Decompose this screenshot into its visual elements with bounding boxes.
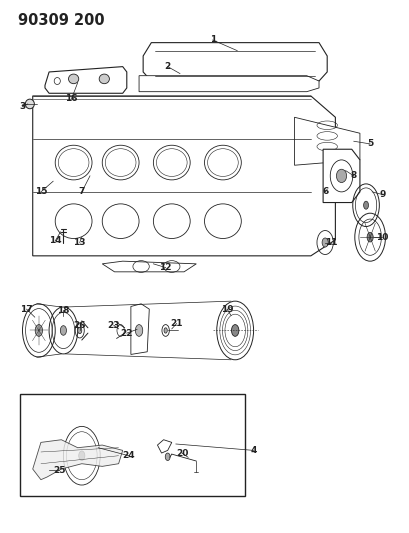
Text: 3: 3 <box>19 102 26 111</box>
Polygon shape <box>102 261 196 272</box>
Ellipse shape <box>165 453 170 461</box>
Polygon shape <box>157 440 172 453</box>
Polygon shape <box>143 43 327 81</box>
Text: 12: 12 <box>160 263 172 272</box>
Text: 17: 17 <box>20 305 33 313</box>
Ellipse shape <box>35 325 43 336</box>
Text: 1: 1 <box>209 36 216 44</box>
Text: 15: 15 <box>35 188 47 196</box>
Text: 9: 9 <box>379 190 386 199</box>
Polygon shape <box>323 149 360 203</box>
Ellipse shape <box>78 327 82 334</box>
Ellipse shape <box>68 74 79 84</box>
Bar <box>20 394 245 496</box>
Text: 23: 23 <box>108 321 120 329</box>
Text: 21: 21 <box>171 319 183 328</box>
Text: 18: 18 <box>57 306 70 314</box>
Ellipse shape <box>25 99 34 109</box>
Ellipse shape <box>135 325 143 336</box>
Polygon shape <box>33 96 335 256</box>
Text: 20: 20 <box>176 449 188 457</box>
Ellipse shape <box>231 325 239 336</box>
Polygon shape <box>33 440 123 480</box>
Polygon shape <box>45 67 127 93</box>
Text: 4: 4 <box>250 446 257 455</box>
Text: 11: 11 <box>325 238 337 247</box>
Text: 8: 8 <box>351 172 357 180</box>
Text: 90309 200: 90309 200 <box>18 13 105 28</box>
Text: 10: 10 <box>376 233 389 241</box>
Text: 6: 6 <box>322 188 328 196</box>
Text: 14: 14 <box>49 237 61 245</box>
Ellipse shape <box>364 201 369 209</box>
Polygon shape <box>131 304 149 354</box>
Ellipse shape <box>164 328 167 333</box>
Ellipse shape <box>79 451 85 461</box>
Text: 25: 25 <box>53 466 65 474</box>
Ellipse shape <box>322 238 328 247</box>
Text: 26: 26 <box>74 321 86 329</box>
Text: 2: 2 <box>164 62 171 71</box>
Polygon shape <box>294 117 360 165</box>
Polygon shape <box>139 76 319 92</box>
Text: 7: 7 <box>79 188 85 196</box>
Ellipse shape <box>99 74 110 84</box>
Ellipse shape <box>336 169 347 182</box>
Ellipse shape <box>367 232 373 242</box>
Text: 5: 5 <box>367 140 373 148</box>
Text: 22: 22 <box>121 329 133 337</box>
Text: 24: 24 <box>123 451 135 460</box>
Text: 19: 19 <box>221 305 233 313</box>
Text: 13: 13 <box>74 238 86 247</box>
Ellipse shape <box>61 326 66 335</box>
Text: 16: 16 <box>65 94 78 103</box>
